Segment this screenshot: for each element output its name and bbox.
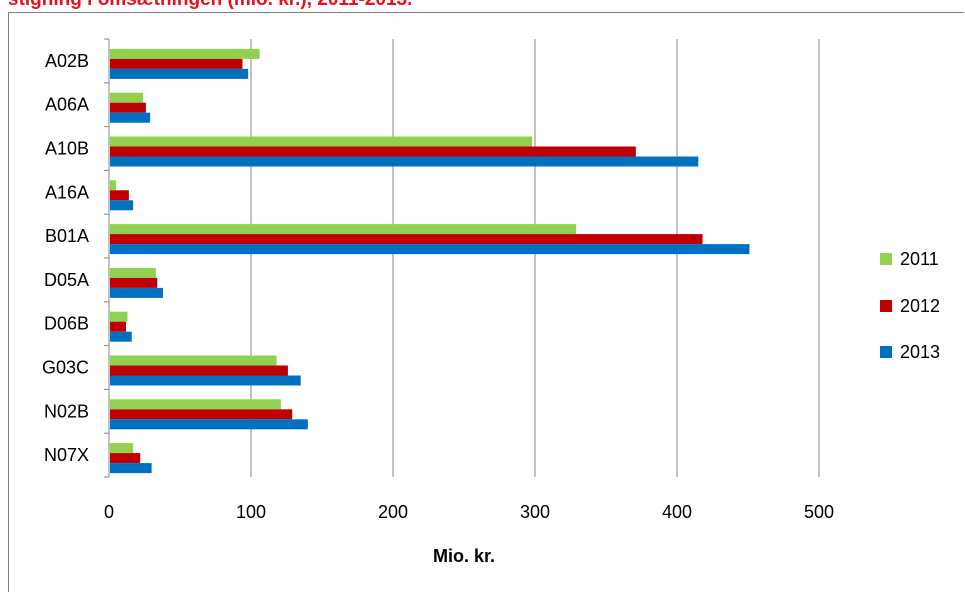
bar-2012-D06B	[110, 321, 127, 332]
x-tick-label: 200	[378, 502, 408, 522]
chart-title: stigning i omsætningen (mio. kr.), 2011-…	[8, 0, 412, 11]
x-tick-label: 0	[104, 502, 114, 522]
y-tick-label: G03C	[42, 358, 89, 378]
bar-2013-A16A	[110, 200, 134, 211]
y-tick-label: A10B	[45, 139, 89, 159]
y-tick-label: A16A	[45, 182, 89, 202]
y-tick-label: B01A	[45, 226, 89, 246]
bar-2011-A02B	[110, 48, 260, 59]
bar-2013-D06B	[110, 331, 132, 342]
legend-label-2012: 2012	[900, 296, 940, 316]
x-axis-title: Mio. kr.	[433, 546, 495, 566]
bar-2012-N02B	[110, 409, 293, 420]
bar-2013-N07X	[110, 463, 152, 474]
y-tick-label: N07X	[44, 445, 89, 465]
bar-2011-N07X	[110, 443, 134, 454]
bar-2011-B01A	[110, 224, 577, 235]
x-tick-label: 100	[236, 502, 266, 522]
bar-2013-A06A	[110, 112, 151, 123]
bar-2011-D05A	[110, 267, 156, 278]
bar-2013-G03C	[110, 375, 301, 386]
bar-2011-A10B	[110, 136, 533, 147]
bar-2013-N02B	[110, 419, 308, 430]
y-tick-label: D05A	[44, 270, 89, 290]
bar-2012-A06A	[110, 102, 146, 113]
legend-swatch-2011	[880, 253, 892, 265]
legend-swatch-2012	[880, 300, 892, 312]
bar-2011-A16A	[110, 180, 117, 191]
bar-2013-A10B	[110, 156, 699, 167]
bar-2012-A02B	[110, 58, 243, 69]
bar-2011-A06A	[110, 92, 144, 103]
y-tick-label: D06B	[44, 314, 89, 334]
legend-label-2011: 2011	[900, 249, 939, 269]
legend-label-2013: 2013	[900, 342, 940, 362]
bar-2011-G03C	[110, 355, 277, 366]
x-tick-label: 500	[804, 502, 834, 522]
bar-2012-B01A	[110, 234, 703, 245]
bar-2012-D05A	[110, 277, 158, 288]
chart-frame	[8, 12, 964, 592]
bar-2012-G03C	[110, 365, 288, 376]
y-tick-label: N02B	[44, 401, 89, 421]
bar-2012-A16A	[110, 190, 129, 201]
bar-2012-A10B	[110, 146, 636, 157]
x-tick-label: 300	[520, 502, 550, 522]
bar-2011-D06B	[110, 311, 128, 322]
legend-swatch-2013	[880, 346, 892, 358]
x-tick-label: 400	[662, 502, 692, 522]
bar-2011-N02B	[110, 399, 281, 410]
y-tick-label: A02B	[45, 51, 89, 71]
bar-2013-D05A	[110, 287, 163, 298]
bar-2012-N07X	[110, 453, 141, 464]
y-tick-label: A06A	[45, 95, 89, 115]
bar-2013-B01A	[110, 244, 750, 255]
bar-2013-A02B	[110, 68, 249, 79]
